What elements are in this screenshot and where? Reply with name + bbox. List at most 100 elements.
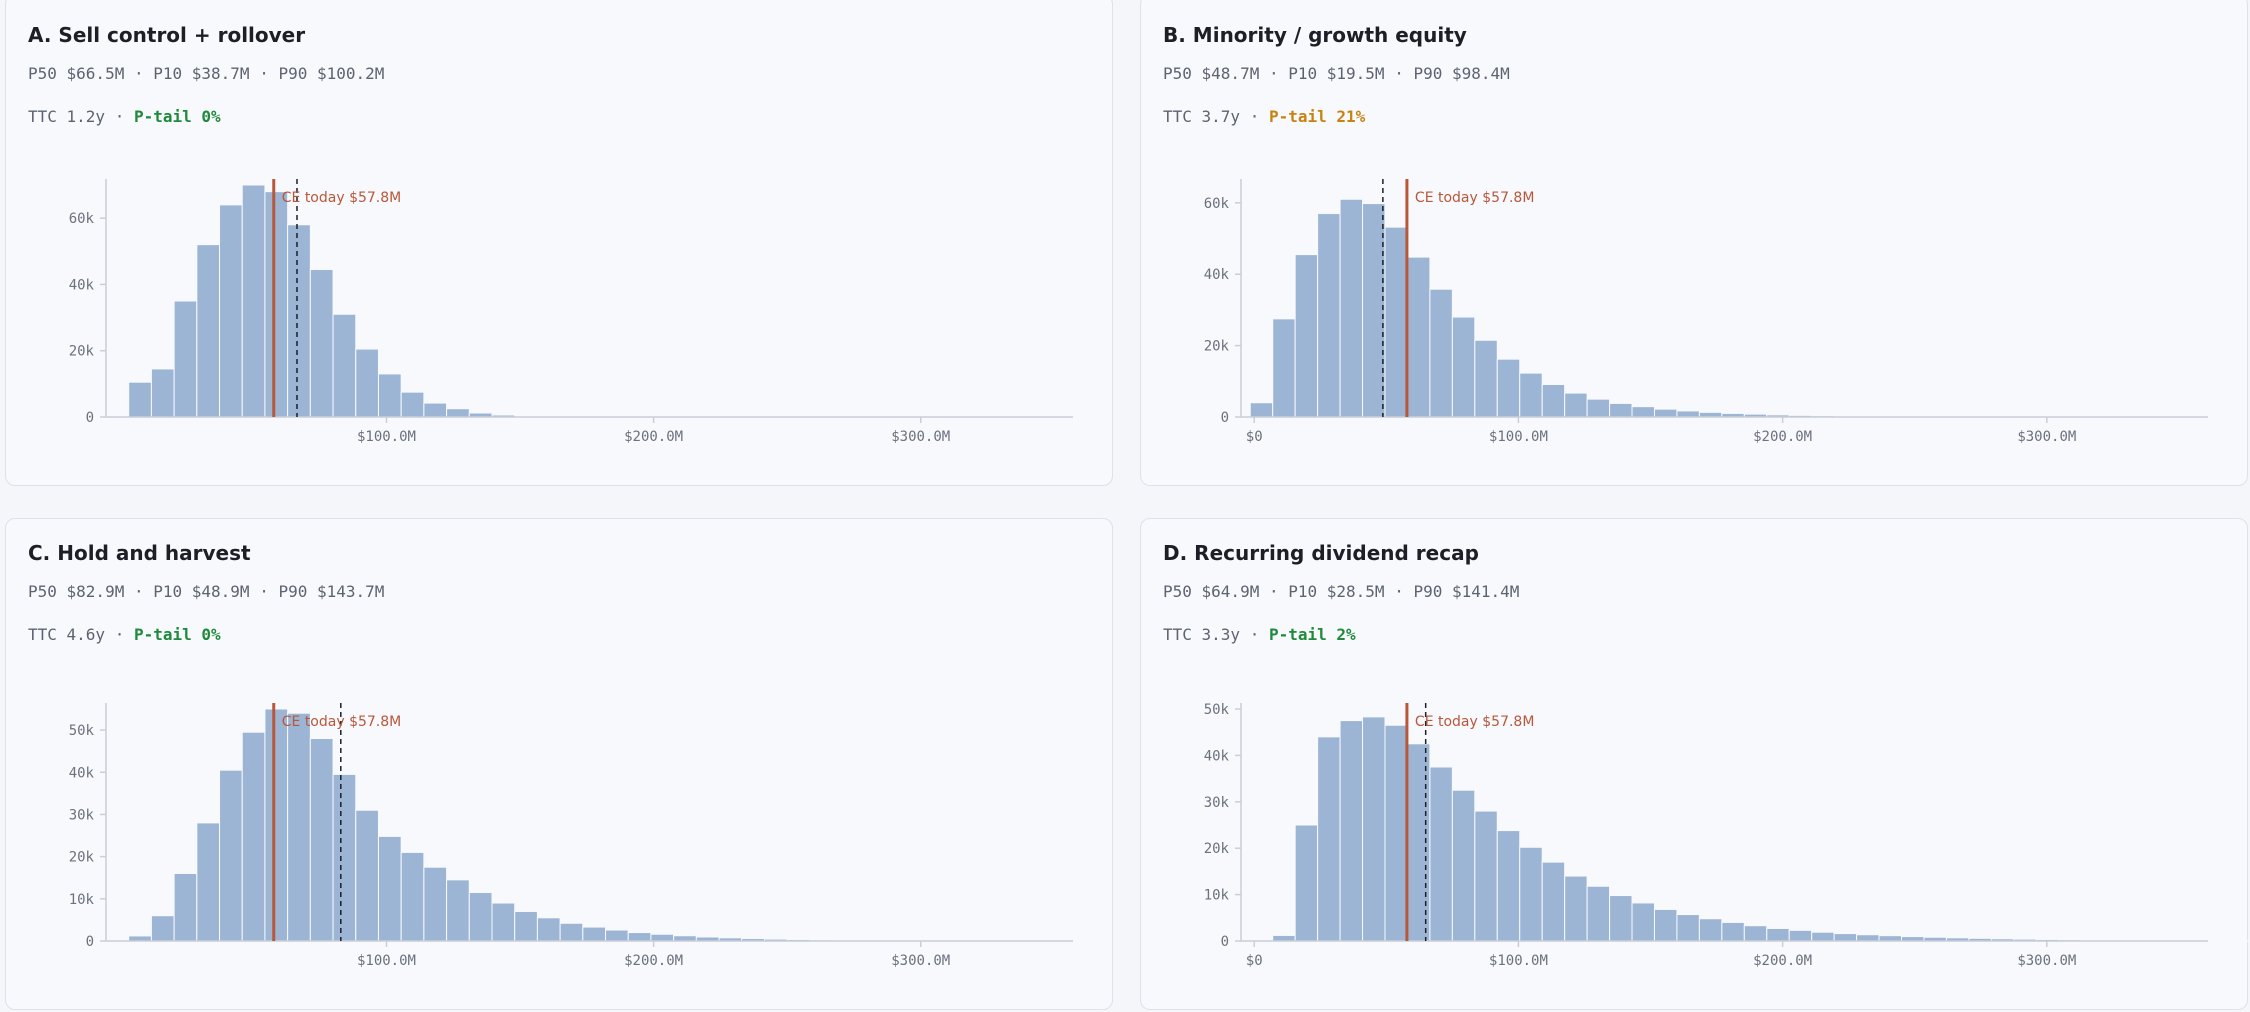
- histogram-bar: [332, 773, 357, 942]
- histogram-bar: [1406, 743, 1431, 942]
- histogram-bar: [287, 712, 311, 942]
- histogram-bar: [309, 738, 334, 942]
- y-tick-label: 40k: [1204, 748, 1230, 764]
- y-tick-label: 0: [1221, 410, 1229, 426]
- ttc-line: TTC 3.7y · P-tail 21%: [1163, 107, 1365, 126]
- x-tick-label: $100.0M: [357, 953, 416, 969]
- histogram-bar: [377, 835, 402, 942]
- histogram-bar: [446, 408, 470, 418]
- y-tick-label: 10k: [1204, 888, 1230, 904]
- histogram-chart: 0 10k 20k 30k 40k 50k $100.0M $200.0M $300.0M CE …: [69, 703, 1073, 969]
- histogram-bar: [1496, 358, 1521, 418]
- histogram-bar: [536, 917, 561, 942]
- histogram-bar: [650, 933, 675, 942]
- y-tick-label: 30k: [69, 807, 95, 823]
- percentile-stats: P50 $66.5M · P10 $38.7M · P90 $100.2M: [28, 64, 385, 83]
- histogram-bar: [1317, 213, 1341, 418]
- ttc-value: TTC 3.7y: [1163, 107, 1241, 126]
- x-tick-label: $100.0M: [1489, 429, 1548, 445]
- histogram-bar: [1451, 789, 1476, 942]
- x-tick-label: $0: [1246, 953, 1263, 969]
- x-tick-label: $200.0M: [624, 953, 683, 969]
- histogram-bar: [1541, 861, 1566, 942]
- y-tick-label: 20k: [69, 850, 95, 866]
- histogram-bar: [128, 381, 152, 418]
- histogram-bar: [1429, 766, 1453, 942]
- histogram-bar: [468, 891, 493, 942]
- ttc-value: TTC 4.6y: [28, 625, 106, 644]
- percentile-stats: P50 $82.9M · P10 $48.9M · P90 $143.7M: [28, 582, 385, 601]
- y-tick-label: 0: [86, 934, 94, 950]
- histogram-bar: [673, 935, 697, 942]
- histogram-bar: [605, 929, 629, 942]
- histogram-bar: [1294, 824, 1319, 942]
- separator: ·: [1240, 107, 1269, 126]
- histogram-bar: [377, 373, 402, 418]
- histogram-bar: [1317, 736, 1341, 942]
- scenario-title: B. Minority / growth equity: [1163, 23, 1467, 47]
- histogram-chart: 0 10k 20k 30k 40k 50k $0 $100.0M $200.0M $300.0M C…: [1204, 702, 2250, 969]
- histogram-bar: [150, 915, 175, 942]
- scenario-card-c: C. Hold and harvest P50 $82.9M · P10 $48…: [5, 518, 1113, 1010]
- y-tick-label: 20k: [1204, 841, 1230, 857]
- histogram-bar: [423, 402, 448, 418]
- histogram-bar: [241, 184, 266, 418]
- y-tick-label: 40k: [69, 277, 95, 293]
- histogram-bar: [287, 224, 311, 418]
- histogram-bar: [1833, 933, 1858, 942]
- histogram-bar: [1384, 226, 1408, 418]
- y-tick-label: 40k: [1204, 267, 1230, 283]
- ce-label: CE today $57.8M: [1415, 714, 1535, 730]
- histogram-bar: [423, 866, 448, 942]
- histogram-bar: [1878, 935, 1903, 942]
- histogram-bar: [150, 368, 175, 418]
- y-tick-label: 30k: [1204, 795, 1230, 811]
- y-tick-label: 40k: [69, 765, 95, 781]
- histogram-bar: [219, 204, 243, 418]
- histogram-bar: [1294, 254, 1319, 418]
- percentile-stats: P50 $48.7M · P10 $19.5M · P90 $98.4M: [1163, 64, 1510, 83]
- histogram-bar: [1339, 198, 1364, 418]
- histogram-bar: [1653, 908, 1678, 942]
- histogram-bar: [241, 731, 266, 942]
- histogram-bar: [514, 910, 538, 942]
- histogram-bar: [355, 809, 379, 942]
- histogram-bar: [1743, 925, 1768, 942]
- ce-label: CE today $57.8M: [282, 714, 402, 730]
- scenario-title: D. Recurring dividend recap: [1163, 541, 1479, 565]
- ttc-line: TTC 4.6y · P-tail 0%: [28, 625, 221, 644]
- histogram-bar: [1339, 720, 1364, 942]
- histogram-bar: [582, 926, 607, 942]
- x-tick-label: $200.0M: [1753, 953, 1812, 969]
- ce-label: CE today $57.8M: [282, 190, 402, 206]
- scenario-card-b: B. Minority / growth equity P50 $48.7M ·…: [1140, 0, 2248, 486]
- histogram-bar: [627, 932, 652, 942]
- histogram-bar: [1586, 885, 1611, 942]
- histogram-bar: [1586, 398, 1611, 418]
- x-tick-label: $300.0M: [2017, 429, 2076, 445]
- histogram-bar: [1406, 256, 1431, 418]
- x-tick-label: $200.0M: [1753, 429, 1812, 445]
- y-tick-label: 0: [1221, 934, 1229, 950]
- histogram-bar: [1564, 875, 1588, 942]
- histogram-bar: [1698, 918, 1723, 942]
- histogram-bar: [173, 873, 198, 942]
- histogram-bar: [1384, 724, 1408, 942]
- histogram-bar: [1474, 810, 1498, 942]
- ttc-value: TTC 1.2y: [28, 107, 106, 126]
- y-tick-label: 50k: [1204, 702, 1230, 718]
- histogram-bar: [1519, 846, 1543, 942]
- x-tick-label: $200.0M: [624, 429, 683, 445]
- histogram-bar: [173, 300, 198, 418]
- histogram-bar: [128, 935, 152, 942]
- separator: ·: [1240, 625, 1269, 644]
- histogram-bar: [1272, 934, 1296, 942]
- histogram-bar: [1811, 931, 1835, 942]
- histogram-bar: [1451, 316, 1476, 418]
- histogram-bar: [1609, 895, 1633, 942]
- histogram-bar: [1631, 406, 1655, 418]
- histogram-bar: [1653, 408, 1678, 418]
- histogram-bar: [1362, 716, 1386, 942]
- scenario-card-d: D. Recurring dividend recap P50 $64.9M ·…: [1140, 518, 2250, 1010]
- ptail-value: P-tail 2%: [1268, 625, 1356, 644]
